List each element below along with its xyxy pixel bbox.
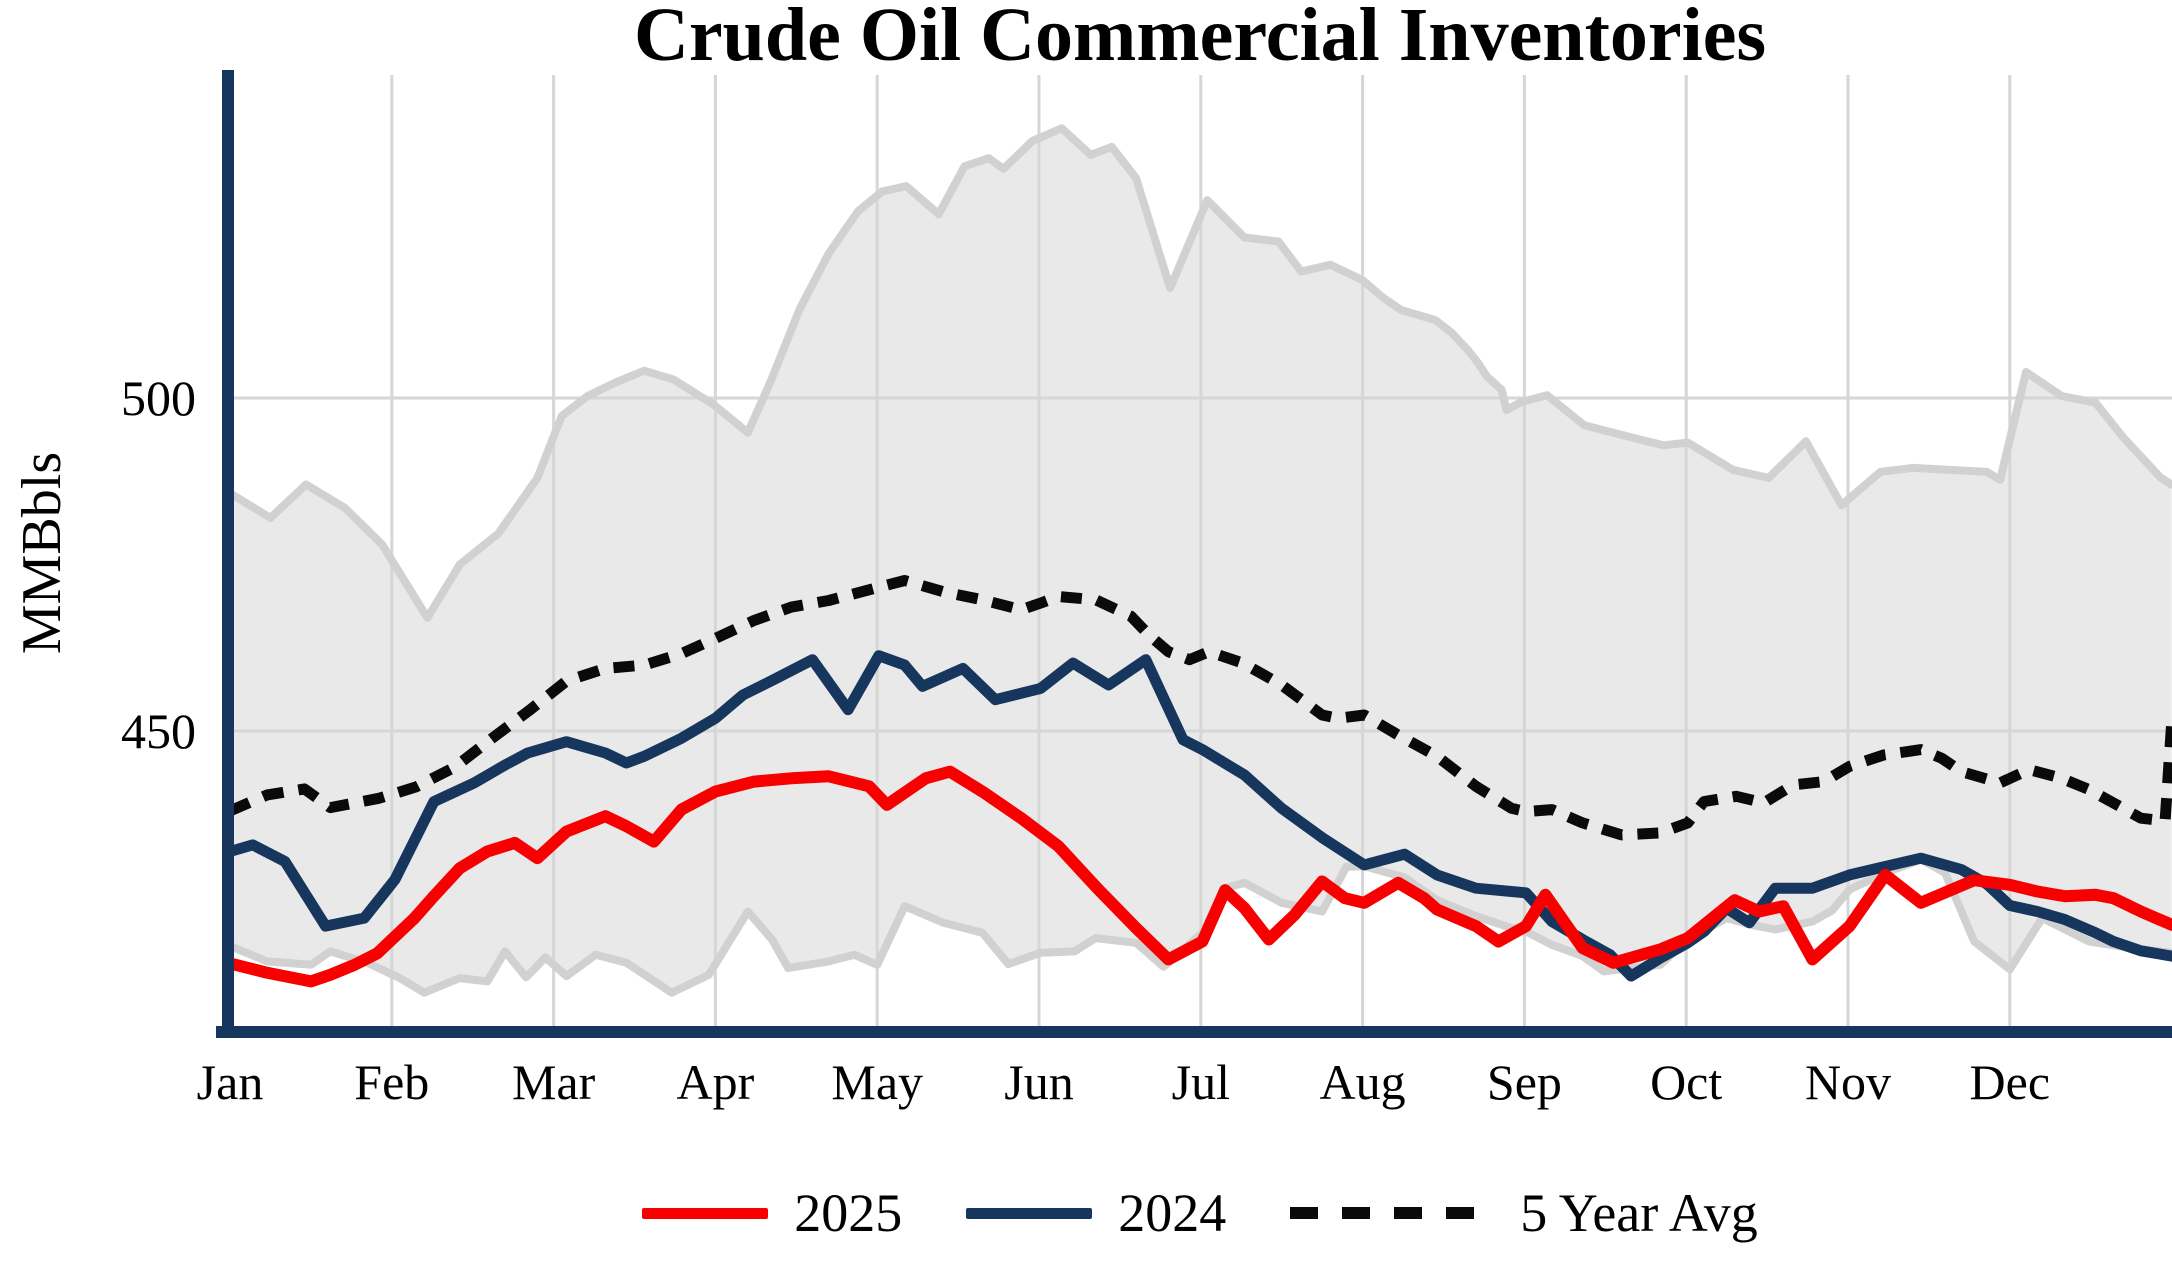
x-tick-label-may: May xyxy=(831,1054,924,1110)
band-upper-edge xyxy=(226,124,2172,622)
legend-item-5yravg: 5 Year Avg xyxy=(1290,1178,1758,1248)
x-tick-label-mar: Mar xyxy=(511,1054,596,1110)
x-tick-label-nov: Nov xyxy=(1804,1054,1892,1110)
line-2025 xyxy=(224,765,2172,988)
legend-label-2025: 2025 xyxy=(794,1183,903,1243)
y-tick-label: 450 xyxy=(121,703,196,759)
x-tick-label-aug: Aug xyxy=(1319,1054,1406,1110)
legend: 2025 2024 5 Year Avg xyxy=(228,1178,2172,1248)
legend-label-2024: 2024 xyxy=(1118,1183,1227,1243)
x-tick-label-feb: Feb xyxy=(354,1054,430,1110)
x-tick-label-sep: Sep xyxy=(1486,1054,1562,1110)
legend-item-2025: 2025 xyxy=(642,1178,902,1248)
x-tick-label-dec: Dec xyxy=(1969,1054,2051,1110)
y-tick-label: 500 xyxy=(121,370,196,426)
line-2024 xyxy=(224,650,2172,982)
legend-swatch-2025-line xyxy=(642,1207,769,1219)
legend-swatch-5yravg-line xyxy=(1290,1207,1495,1219)
legend-label-5yravg: 5 Year Avg xyxy=(1520,1183,1758,1243)
legend-item-2024: 2024 xyxy=(966,1178,1226,1248)
legend-swatch-2024-line xyxy=(966,1207,1093,1219)
axis-spines xyxy=(216,70,2172,1038)
x-tick-label-jun: Jun xyxy=(1004,1054,1074,1110)
x-tick-label-jul: Jul xyxy=(1171,1054,1230,1110)
x-tick-label-apr: Apr xyxy=(676,1054,755,1110)
x-tick-label-oct: Oct xyxy=(1650,1054,1723,1110)
x-tick-label-jan: Jan xyxy=(196,1054,264,1110)
five-year-avg-line xyxy=(227,575,2172,841)
chart-title: Crude Oil Commercial Inventories xyxy=(633,0,1767,77)
